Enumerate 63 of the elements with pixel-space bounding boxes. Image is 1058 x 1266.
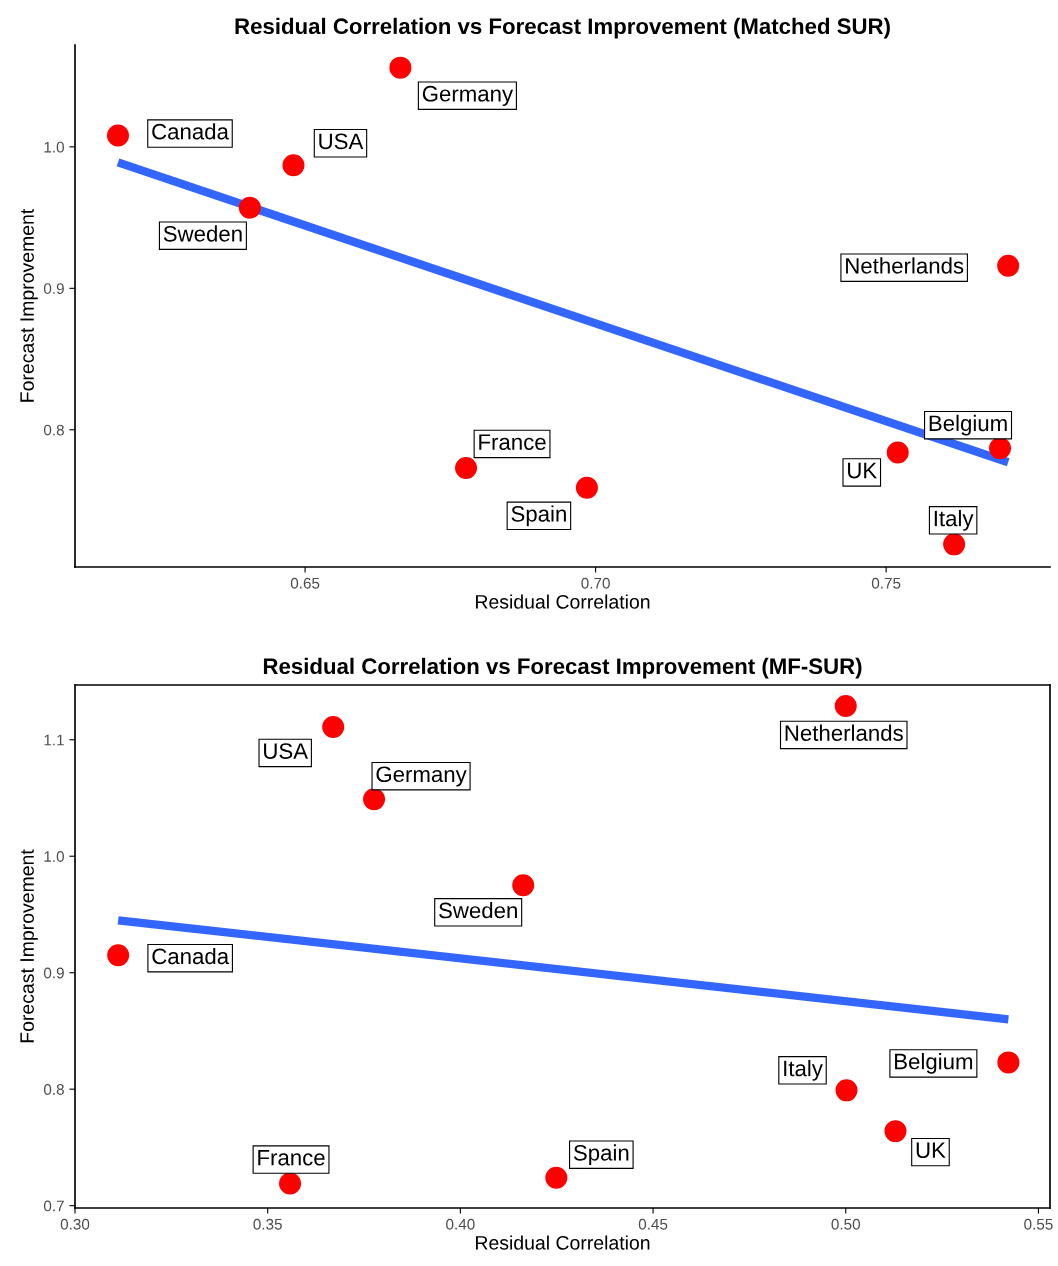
data-label: Netherlands — [846, 257, 964, 274]
data-label: Sweden — [163, 225, 242, 242]
data-label: Spain — [511, 505, 566, 527]
x-tick-label: 0.50 — [831, 1218, 861, 1230]
x-tick-label: 0.30 — [60, 1218, 90, 1230]
point — [238, 196, 261, 219]
data-label: UK — [916, 1142, 946, 1159]
point — [835, 1079, 858, 1102]
x-tick-label: 0.55 — [1024, 1218, 1053, 1230]
x-tick-label: 0.35 — [253, 1218, 282, 1230]
data-label: Italy — [784, 1060, 823, 1081]
data-label: Germany — [376, 766, 467, 787]
x-tick-label: 0.40 — [446, 1218, 475, 1230]
point — [545, 1166, 568, 1189]
point — [997, 254, 1020, 277]
y-tick-label: 0.8 — [43, 424, 64, 436]
data-label: Canada — [152, 123, 229, 140]
x-tick-label: 0.75 — [871, 577, 901, 589]
point — [279, 1172, 302, 1195]
y-axis-title: Forecast Improvement — [20, 208, 38, 402]
y-tick-label: 1.0 — [44, 141, 64, 153]
point — [886, 441, 909, 464]
point — [107, 944, 130, 967]
data-label: Sweden — [439, 901, 517, 919]
data-label: France — [258, 1150, 325, 1166]
y-tick-label: 1.1 — [44, 734, 64, 746]
point — [389, 56, 412, 79]
data-label: USA — [319, 133, 364, 150]
chart-title: Residual Correlation vs Forecast Improvement (Matched SUR) — [235, 17, 890, 39]
y-tick-label: 1.0 — [44, 851, 64, 862]
data-label: France — [479, 434, 546, 450]
data-label: Netherlands — [785, 724, 903, 741]
y-tick-label: 0.8 — [43, 1084, 64, 1095]
point — [363, 788, 386, 811]
data-label: Germany — [422, 85, 514, 106]
data-label: Belgium — [929, 414, 1007, 436]
y-tick-label: 0.9 — [43, 967, 64, 979]
point — [107, 124, 129, 147]
x-axis-title: Residual Correlation — [476, 594, 650, 609]
data-label: Italy — [934, 510, 974, 531]
point — [997, 1051, 1020, 1074]
point — [512, 874, 535, 897]
y-tick-label: 0.9 — [43, 283, 64, 294]
point — [943, 533, 966, 556]
data-label: Spain — [573, 1144, 629, 1166]
point — [884, 1120, 907, 1143]
x-tick-label: 0.65 — [290, 577, 320, 589]
point — [455, 456, 478, 479]
data-label: UK — [848, 462, 877, 479]
x-tick-label: 0.45 — [638, 1218, 668, 1230]
data-label: Canada — [152, 947, 230, 965]
data-label: USA — [264, 743, 308, 759]
point — [322, 715, 345, 738]
point — [989, 437, 1012, 460]
y-tick-label: 0.7 — [43, 1200, 64, 1212]
point — [282, 154, 305, 177]
point — [834, 694, 857, 717]
point — [575, 476, 598, 499]
x-tick-label: 0.70 — [581, 577, 610, 589]
y-axis-title: Forecast Improvement — [20, 849, 38, 1043]
data-label: Belgium — [895, 1053, 973, 1074]
chart-title: Residual Correlation vs Forecast Improvement (MF-SUR) — [263, 657, 862, 679]
x-axis-title: Residual Correlation — [476, 1235, 650, 1250]
